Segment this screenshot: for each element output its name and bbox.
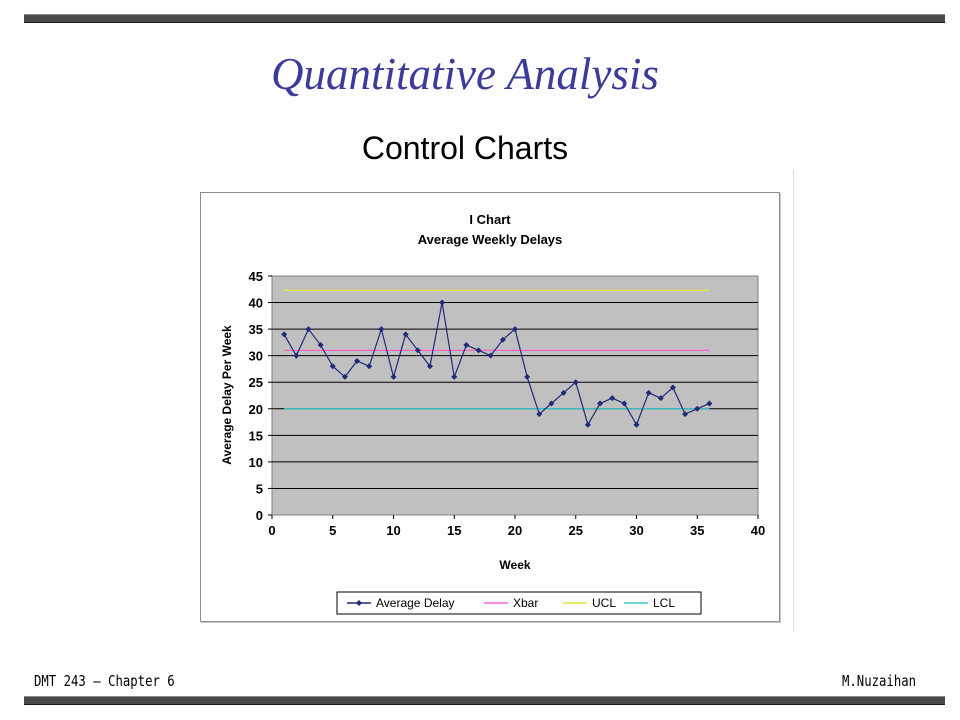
data-point <box>463 342 470 349</box>
legend-label: Average Delay <box>376 596 455 610</box>
chart-title: I Chart <box>469 212 511 227</box>
data-point <box>390 373 397 380</box>
series-line-average-delay <box>283 302 710 427</box>
x-tick-label: 10 <box>386 523 400 538</box>
data-point <box>475 347 482 354</box>
x-tick-label: 25 <box>569 523 583 538</box>
y-tick-label: 40 <box>249 296 263 311</box>
data-point <box>329 363 336 370</box>
legend-label: Xbar <box>513 596 538 610</box>
data-point <box>439 299 446 306</box>
x-tick-label: 20 <box>508 523 522 538</box>
data-point <box>281 331 288 338</box>
legend-marker <box>356 600 362 606</box>
data-point <box>293 352 300 359</box>
data-point <box>354 357 361 364</box>
plot-area <box>271 275 759 516</box>
slide-subtitle: Control Charts <box>361 130 569 166</box>
data-point <box>536 411 543 418</box>
y-tick-label: 10 <box>249 455 263 470</box>
data-point <box>633 421 640 428</box>
y-tick-label: 0 <box>256 508 263 523</box>
x-tick-label: 35 <box>690 523 704 538</box>
bottom-rule <box>24 696 945 705</box>
data-point <box>548 400 555 407</box>
x-tick-label: 15 <box>447 523 461 538</box>
data-point <box>317 342 324 349</box>
data-point <box>597 400 604 407</box>
data-point <box>305 326 312 333</box>
footer-course: DMT 243 – Chapter 6 <box>34 672 175 690</box>
control-chart: 0 5 10 15 20 25 30 35 40 45 0 5 10 15 20 25 30 35 40 I Cha… <box>220 212 765 615</box>
data-point <box>572 379 579 386</box>
legend-label: LCL <box>653 596 675 610</box>
divider-line <box>793 170 794 632</box>
data-point <box>512 326 518 333</box>
data-point <box>706 400 713 407</box>
x-tick-label: 40 <box>751 523 765 538</box>
data-point <box>669 384 676 391</box>
x-tick-label: 5 <box>329 523 336 538</box>
top-rule <box>24 14 945 23</box>
data-point <box>645 389 652 396</box>
data-point <box>378 326 385 333</box>
data-point <box>682 411 689 418</box>
data-point <box>524 373 531 380</box>
x-tick-label: 30 <box>629 523 643 538</box>
data-point <box>499 336 506 343</box>
x-axis-label: Week <box>499 558 530 572</box>
footer-author: M.Nuzaihan <box>842 672 917 690</box>
legend-label: UCL <box>592 596 616 610</box>
slide-title: Quantitative Analysis <box>271 49 659 99</box>
y-tick-label: 45 <box>249 269 263 284</box>
data-point <box>414 347 421 354</box>
y-tick-label: 35 <box>249 322 263 337</box>
data-point <box>451 373 458 380</box>
y-tick-label: 15 <box>249 428 263 443</box>
y-tick-label: 30 <box>249 349 263 364</box>
data-point <box>560 389 567 396</box>
data-point <box>621 400 628 407</box>
data-point <box>657 395 664 402</box>
data-point <box>694 405 701 412</box>
data-point <box>584 421 591 428</box>
chart-subtitle: Average Weekly Delays <box>418 232 563 247</box>
data-point <box>426 363 433 370</box>
y-tick-label: 20 <box>249 402 263 417</box>
y-axis-label: Average Delay Per Week <box>220 325 234 465</box>
y-tick-label: 25 <box>249 375 263 390</box>
x-tick-label: 0 <box>268 523 275 538</box>
chart-panel: 0 5 10 15 20 25 30 35 40 45 0 5 10 15 20 25 30 35 40 I Cha… <box>200 192 780 622</box>
legend: Average Delay Xbar UCL LCL <box>336 591 702 615</box>
data-point <box>609 395 616 402</box>
y-tick-label: 5 <box>256 481 263 496</box>
data-point <box>341 373 348 380</box>
data-point <box>487 352 494 359</box>
data-point <box>366 363 373 370</box>
legend-box <box>336 591 702 615</box>
data-point <box>402 331 409 338</box>
